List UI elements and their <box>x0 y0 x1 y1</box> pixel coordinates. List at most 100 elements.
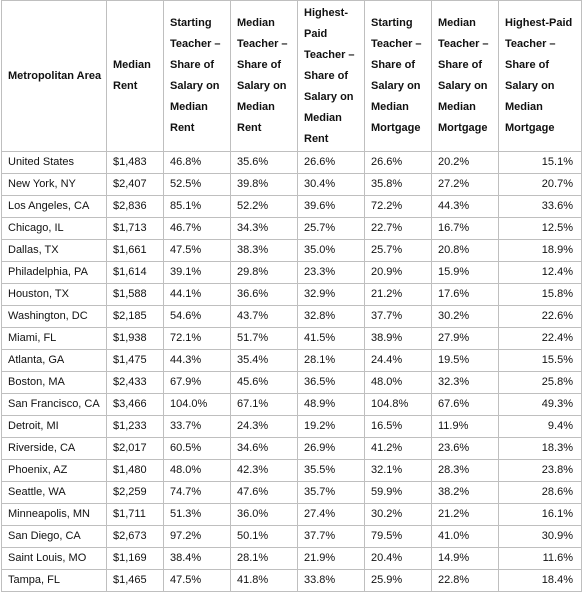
starting-teacher-mortgage-cell: 35.8% <box>364 173 432 196</box>
table-row: San Diego, CA $2,673 97.2% 50.1% 37.7% 79.5% 4… <box>1 525 582 548</box>
median-teacher-rent-cell: 35.4% <box>230 349 298 372</box>
starting-teacher-mortgage-cell: 20.4% <box>364 547 432 570</box>
table-row: Seattle, WA $2,259 74.7% 47.6% 35.7% 59.9% 38.… <box>1 481 582 504</box>
median-teacher-mortgage-cell: 41.0% <box>431 525 499 548</box>
table-row: Tampa, FL $1,465 47.5% 41.8% 33.8% 25.9% 22.8%… <box>1 569 582 592</box>
median-teacher-rent-cell: 41.8% <box>230 569 298 592</box>
median-teacher-mortgage-cell: 28.3% <box>431 459 499 482</box>
header-highest-paid-teacher-rent: Highest-Paid Teacher – Share of Salary o… <box>297 0 365 152</box>
starting-teacher-rent-cell: 51.3% <box>163 503 231 526</box>
median-rent-cell: $1,711 <box>106 503 164 526</box>
median-teacher-rent-cell: 52.2% <box>230 195 298 218</box>
median-teacher-rent-cell: 36.6% <box>230 283 298 306</box>
median-teacher-rent-cell: 38.3% <box>230 239 298 262</box>
metro-area-cell: Los Angeles, CA <box>1 195 107 218</box>
starting-teacher-rent-cell: 44.3% <box>163 349 231 372</box>
metro-area-cell: Tampa, FL <box>1 569 107 592</box>
metro-area-cell: San Francisco, CA <box>1 393 107 416</box>
starting-teacher-mortgage-cell: 104.8% <box>364 393 432 416</box>
highest-paid-teacher-mortgage-cell: 20.7% <box>498 173 582 196</box>
median-teacher-rent-cell: 34.3% <box>230 217 298 240</box>
starting-teacher-rent-cell: 97.2% <box>163 525 231 548</box>
header-highest-paid-teacher-mortgage: Highest-Paid Teacher – Share of Salary o… <box>498 0 582 152</box>
median-teacher-mortgage-cell: 15.9% <box>431 261 499 284</box>
highest-paid-teacher-rent-cell: 39.6% <box>297 195 365 218</box>
starting-teacher-mortgage-cell: 59.9% <box>364 481 432 504</box>
highest-paid-teacher-mortgage-cell: 9.4% <box>498 415 582 438</box>
header-median-teacher-rent: Median Teacher – Share of Salary on Medi… <box>230 0 298 152</box>
median-teacher-rent-cell: 39.8% <box>230 173 298 196</box>
median-rent-cell: $1,480 <box>106 459 164 482</box>
header-starting-teacher-rent: Starting Teacher – Share of Salary on Me… <box>163 0 231 152</box>
highest-paid-teacher-mortgage-cell: 12.5% <box>498 217 582 240</box>
median-rent-cell: $1,483 <box>106 151 164 174</box>
highest-paid-teacher-rent-cell: 32.8% <box>297 305 365 328</box>
starting-teacher-mortgage-cell: 38.9% <box>364 327 432 350</box>
median-teacher-mortgage-cell: 14.9% <box>431 547 499 570</box>
highest-paid-teacher-rent-cell: 36.5% <box>297 371 365 394</box>
highest-paid-teacher-mortgage-cell: 15.1% <box>498 151 582 174</box>
highest-paid-teacher-rent-cell: 33.8% <box>297 569 365 592</box>
starting-teacher-mortgage-cell: 24.4% <box>364 349 432 372</box>
starting-teacher-rent-cell: 72.1% <box>163 327 231 350</box>
highest-paid-teacher-rent-cell: 25.7% <box>297 217 365 240</box>
median-teacher-mortgage-cell: 20.8% <box>431 239 499 262</box>
metro-area-cell: Dallas, TX <box>1 239 107 262</box>
median-teacher-rent-cell: 29.8% <box>230 261 298 284</box>
table-row: Saint Louis, MO $1,169 38.4% 28.1% 21.9% 20.4… <box>1 547 582 570</box>
starting-teacher-rent-cell: 44.1% <box>163 283 231 306</box>
median-teacher-mortgage-cell: 11.9% <box>431 415 499 438</box>
metro-area-cell: San Diego, CA <box>1 525 107 548</box>
median-teacher-mortgage-cell: 30.2% <box>431 305 499 328</box>
highest-paid-teacher-mortgage-cell: 22.6% <box>498 305 582 328</box>
median-rent-cell: $1,713 <box>106 217 164 240</box>
metro-area-cell: Miami, FL <box>1 327 107 350</box>
metro-area-cell: Saint Louis, MO <box>1 547 107 570</box>
highest-paid-teacher-mortgage-cell: 25.8% <box>498 371 582 394</box>
header-metropolitan-area: Metropolitan Area <box>1 0 107 152</box>
starting-teacher-mortgage-cell: 21.2% <box>364 283 432 306</box>
median-rent-cell: $1,588 <box>106 283 164 306</box>
header-starting-teacher-mortgage: Starting Teacher – Share of Salary on Me… <box>364 0 432 152</box>
median-rent-cell: $1,233 <box>106 415 164 438</box>
highest-paid-teacher-rent-cell: 48.9% <box>297 393 365 416</box>
highest-paid-teacher-rent-cell: 41.5% <box>297 327 365 350</box>
highest-paid-teacher-rent-cell: 23.3% <box>297 261 365 284</box>
starting-teacher-rent-cell: 60.5% <box>163 437 231 460</box>
table-row: Philadelphia, PA $1,614 39.1% 29.8% 23.3% 20.… <box>1 261 582 284</box>
highest-paid-teacher-mortgage-cell: 11.6% <box>498 547 582 570</box>
starting-teacher-rent-cell: 47.5% <box>163 569 231 592</box>
median-teacher-rent-cell: 42.3% <box>230 459 298 482</box>
median-rent-cell: $2,836 <box>106 195 164 218</box>
starting-teacher-mortgage-cell: 26.6% <box>364 151 432 174</box>
starting-teacher-mortgage-cell: 22.7% <box>364 217 432 240</box>
table-row: Washington, DC $2,185 54.6% 43.7% 32.8% 37.7%… <box>1 305 582 328</box>
metro-area-cell: Detroit, MI <box>1 415 107 438</box>
table-row: San Francisco, CA $3,466 104.0% 67.1% 48.9% 1… <box>1 393 582 416</box>
table-row: Riverside, CA $2,017 60.5% 34.6% 26.9% 41.2% 2… <box>1 437 582 460</box>
table-row: United States $1,483 46.8% 35.6% 26.6% 26.6% 2… <box>1 151 582 174</box>
highest-paid-teacher-rent-cell: 30.4% <box>297 173 365 196</box>
metro-area-cell: Houston, TX <box>1 283 107 306</box>
starting-teacher-rent-cell: 38.4% <box>163 547 231 570</box>
highest-paid-teacher-mortgage-cell: 18.9% <box>498 239 582 262</box>
highest-paid-teacher-rent-cell: 35.0% <box>297 239 365 262</box>
highest-paid-teacher-mortgage-cell: 16.1% <box>498 503 582 526</box>
table-row: Detroit, MI $1,233 33.7% 24.3% 19.2% 16.5% 11.… <box>1 415 582 438</box>
highest-paid-teacher-mortgage-cell: 12.4% <box>498 261 582 284</box>
metro-area-cell: Chicago, IL <box>1 217 107 240</box>
table-row: Boston, MA $2,433 67.9% 45.6% 36.5% 48.0% 32.3… <box>1 371 582 394</box>
starting-teacher-rent-cell: 33.7% <box>163 415 231 438</box>
highest-paid-teacher-mortgage-cell: 22.4% <box>498 327 582 350</box>
median-rent-cell: $1,614 <box>106 261 164 284</box>
header-row: Metropolitan Area Median Rent Starting T… <box>1 0 582 152</box>
starting-teacher-rent-cell: 46.8% <box>163 151 231 174</box>
median-rent-cell: $2,185 <box>106 305 164 328</box>
table-body: United States $1,483 46.8% 35.6% 26.6% 26.6% 2… <box>1 151 582 592</box>
starting-teacher-mortgage-cell: 30.2% <box>364 503 432 526</box>
starting-teacher-rent-cell: 54.6% <box>163 305 231 328</box>
median-teacher-rent-cell: 50.1% <box>230 525 298 548</box>
metro-area-cell: Minneapolis, MN <box>1 503 107 526</box>
highest-paid-teacher-mortgage-cell: 33.6% <box>498 195 582 218</box>
